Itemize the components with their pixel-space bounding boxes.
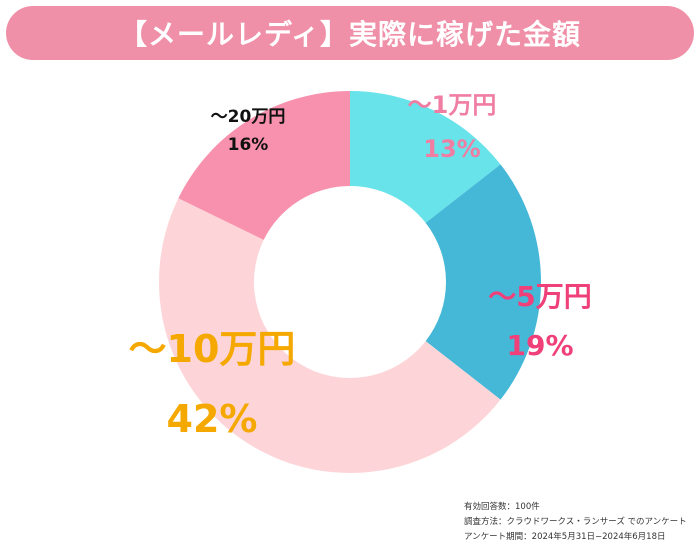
slice-label-1: 〜1万円 (408, 91, 497, 119)
footnote-responses: 有効回答数：100件 (464, 502, 540, 512)
footnote-period: アンケート期間：2024年5月31日−2024年6月18日 (464, 532, 666, 542)
survey-footnote: 有効回答数：100件 調査方法：クラウドワークス・ランサーズ でのアンケート ア… (464, 500, 687, 545)
slice-label-3: 〜10万円 (129, 327, 296, 371)
slice-value-1: 13% (423, 135, 480, 163)
donut-slice-3 (158, 198, 501, 474)
footnote-method: 調査方法：クラウドワークス・ランサーズ でのアンケート (464, 517, 687, 527)
slice-label-4: 〜20万円 (211, 107, 286, 127)
chart-title: 【メールレディ】実際に稼げた金額 (118, 18, 582, 51)
donut-slice-4 (178, 91, 350, 240)
donut-slice-1 (350, 91, 501, 223)
slice-value-3: 42% (167, 397, 258, 441)
title-banner: 【メールレディ】実際に稼げた金額 (6, 6, 694, 60)
slice-value-2: 19% (506, 329, 573, 362)
donut-slice-2 (425, 164, 541, 400)
slice-label-2: 〜5万円 (488, 280, 591, 313)
slice-value-4: 16% (228, 135, 269, 155)
